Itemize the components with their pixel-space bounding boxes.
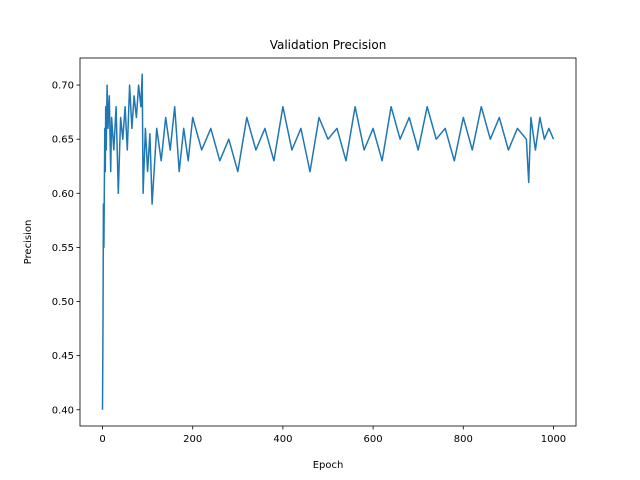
precision-series-line [101, 73, 555, 410]
x-axis-label: Epoch [313, 460, 344, 471]
y-tick-label: 0.65 [52, 135, 74, 146]
y-tick-label: 0.50 [52, 297, 74, 308]
y-tick-label: 0.55 [52, 243, 74, 254]
x-tick-label: 800 [454, 434, 473, 445]
chart-title: Validation Precision [270, 38, 387, 52]
y-axis-label: Precision [23, 220, 34, 265]
y-tick-label: 0.60 [52, 189, 74, 200]
y-tick-label: 0.40 [52, 405, 74, 416]
axes-frame [79, 57, 577, 427]
plot-area [79, 57, 577, 427]
x-axis-ticks: 0 200 400 600 800 1000 [99, 426, 566, 445]
x-tick-label: 200 [183, 434, 202, 445]
y-axis-ticks: 0.40 0.45 0.50 0.55 0.60 0.65 0.70 [52, 81, 80, 416]
y-tick-label: 0.70 [52, 81, 74, 92]
y-tick-label: 0.45 [52, 351, 74, 362]
x-tick-label: 600 [364, 434, 383, 445]
x-tick-label: 1000 [541, 434, 566, 445]
x-tick-label: 0 [99, 434, 105, 445]
x-tick-label: 400 [273, 434, 292, 445]
